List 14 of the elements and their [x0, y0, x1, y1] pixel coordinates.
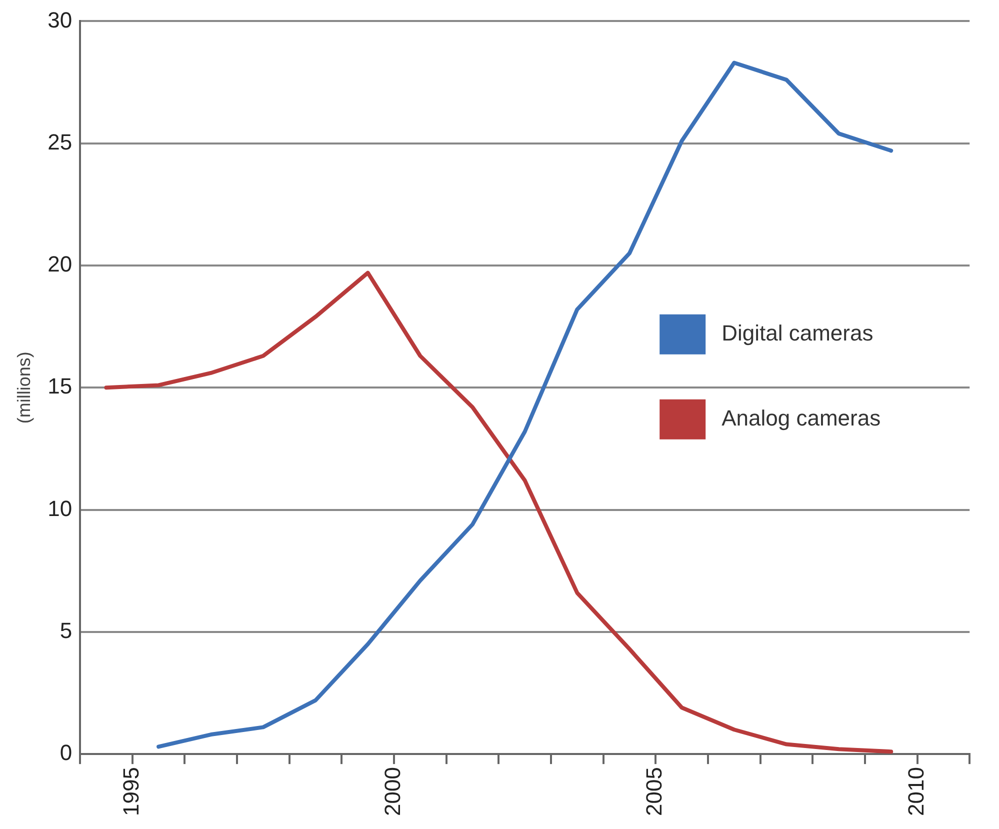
y-axis-title: (millions) — [14, 352, 34, 424]
legend-label: Analog cameras — [722, 405, 881, 430]
x-tick-label: 2010 — [903, 767, 928, 816]
y-tick-label: 15 — [48, 374, 72, 399]
y-tick-label: 30 — [48, 7, 72, 32]
y-tick-label: 20 — [48, 252, 72, 277]
y-tick-label: 0 — [60, 740, 72, 766]
y-tick-label: 10 — [48, 496, 72, 521]
legend-label: Digital cameras — [722, 320, 874, 346]
x-tick-label: 2005 — [642, 767, 667, 816]
x-tick-label: 2000 — [380, 767, 406, 816]
y-tick-label: 5 — [60, 618, 72, 643]
y-tick-label: 25 — [48, 129, 72, 154]
x-tick-label: 1995 — [118, 767, 144, 816]
